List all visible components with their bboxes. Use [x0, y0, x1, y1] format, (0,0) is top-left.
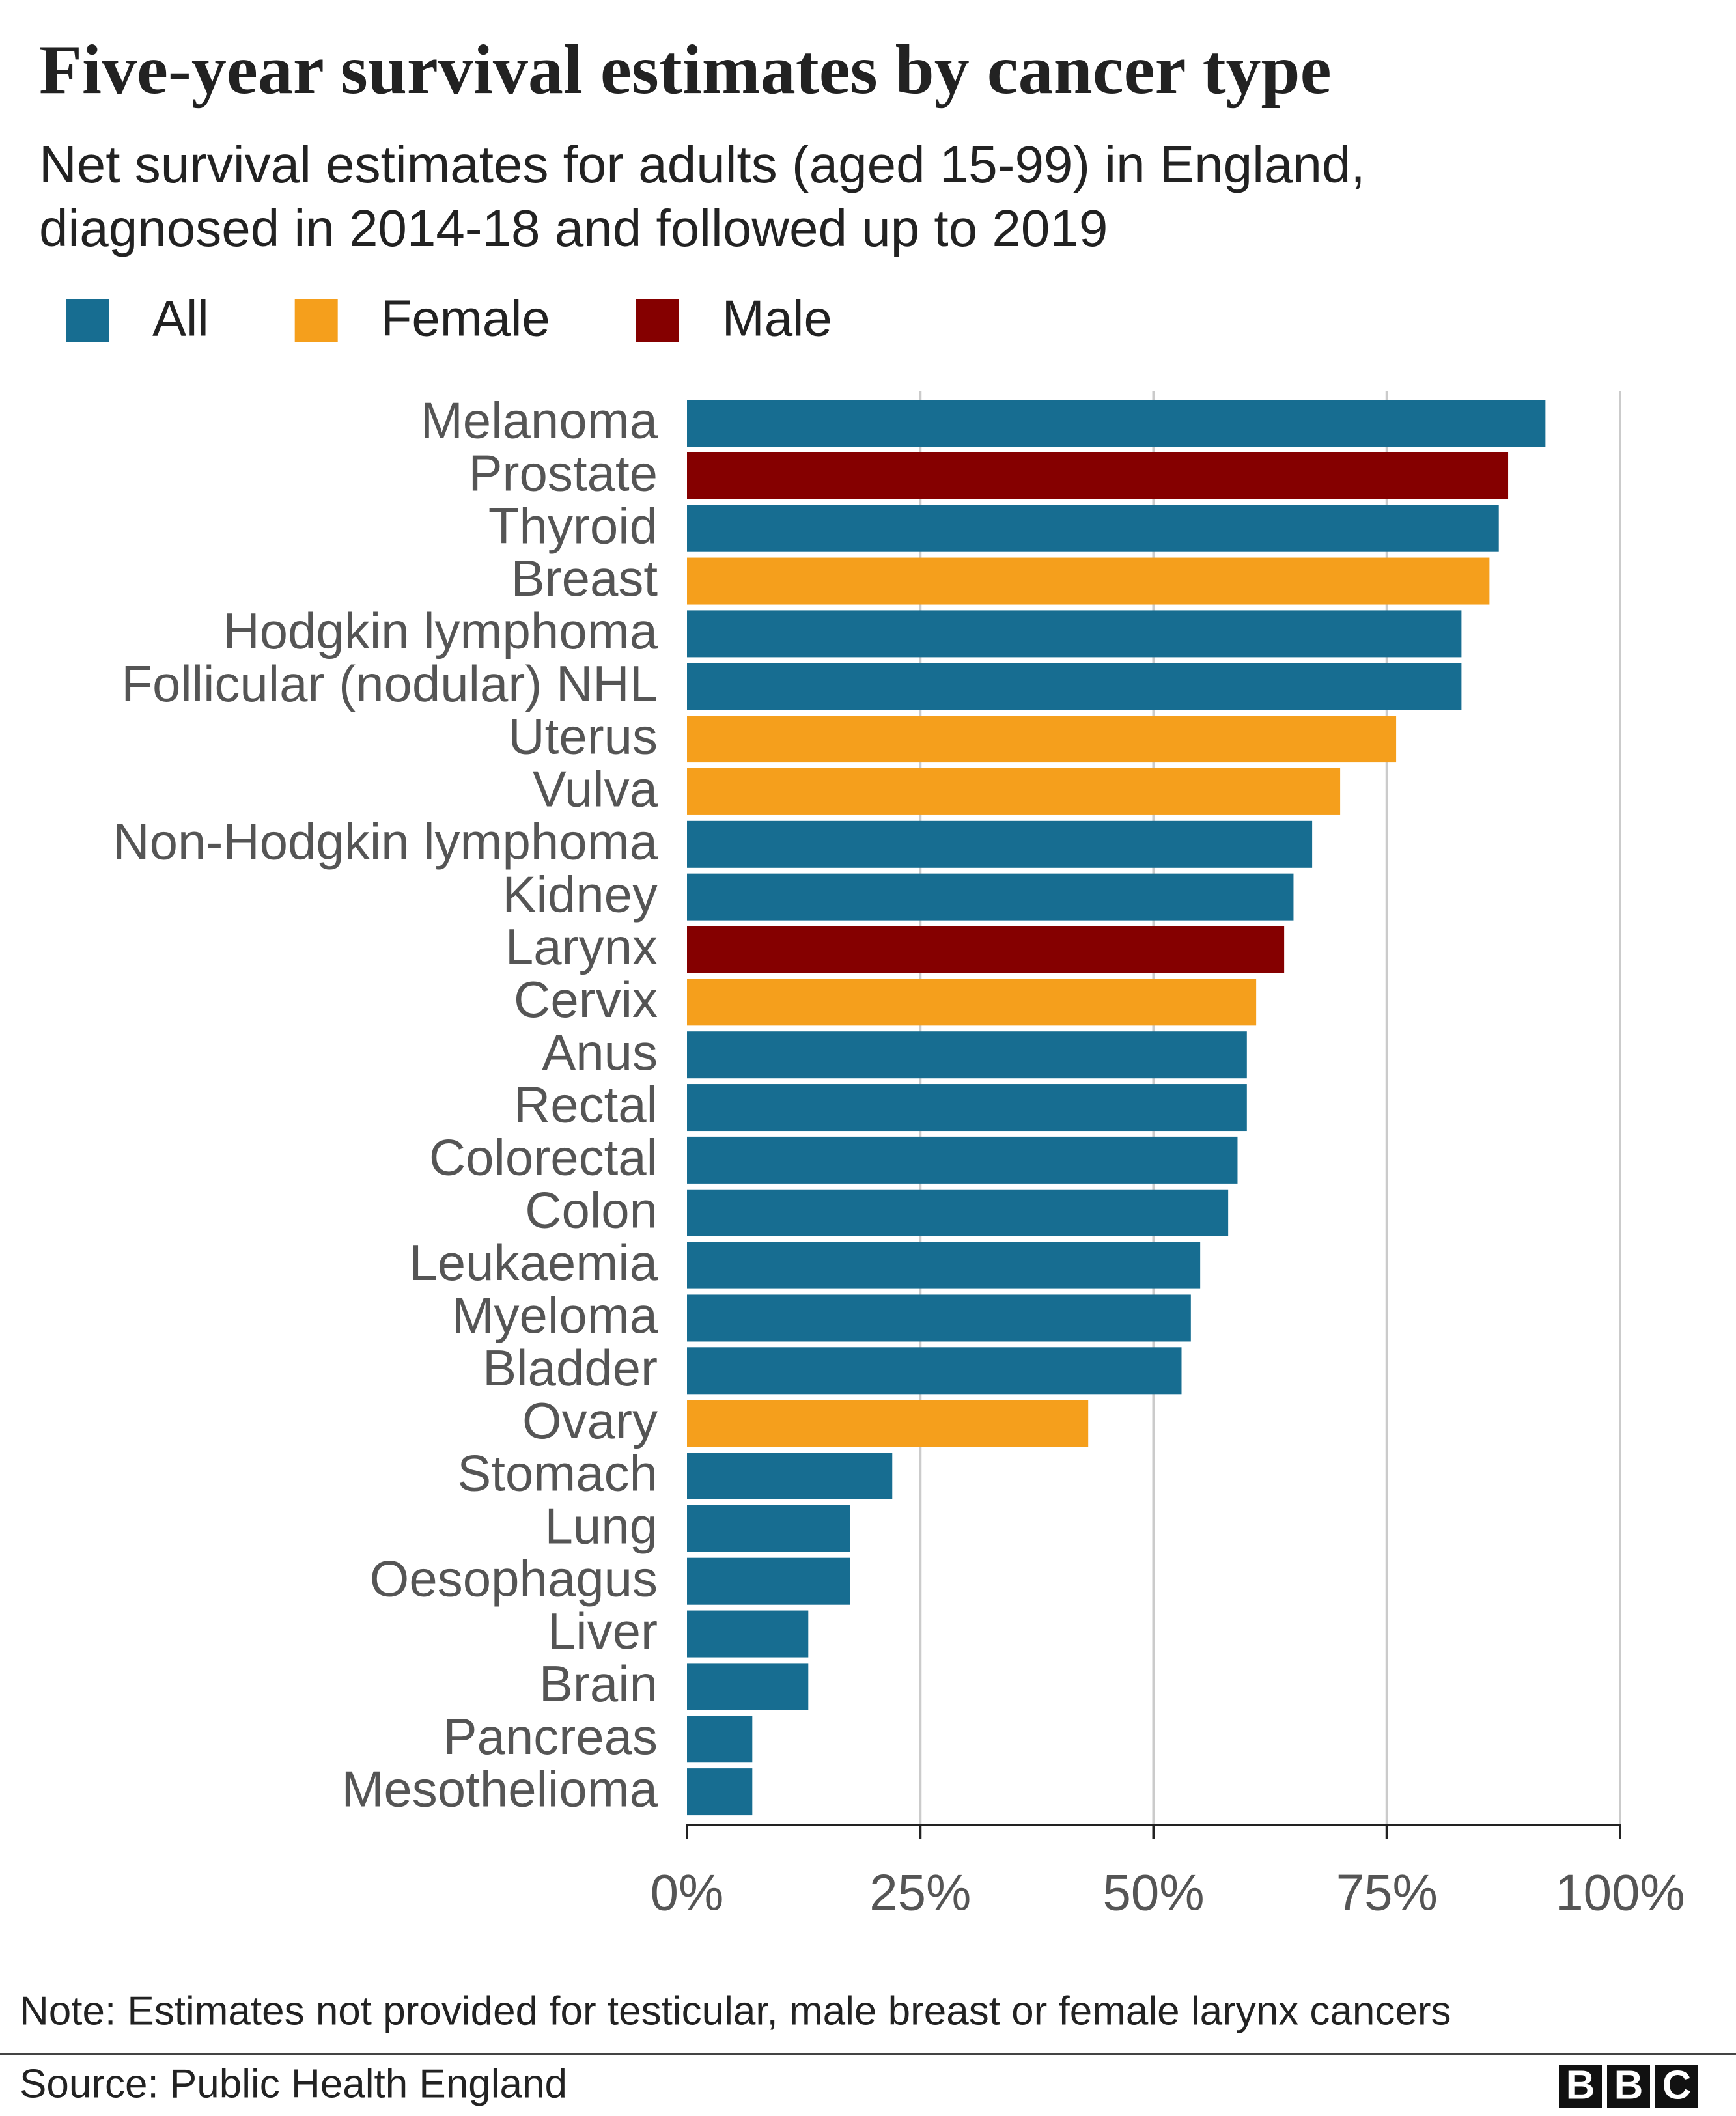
logo-box: [1607, 2065, 1650, 2108]
bar: [687, 1716, 753, 1763]
y-tick-label: Hodgkin lymphoma: [223, 602, 658, 660]
y-tick-label: Oesophagus: [370, 1550, 658, 1607]
y-tick-label: Mesothelioma: [341, 1761, 658, 1818]
bar: [687, 1768, 753, 1816]
bar: [687, 452, 1509, 499]
bar: [687, 663, 1462, 710]
bar: [687, 610, 1462, 658]
bar: [687, 716, 1397, 763]
bar: [687, 1242, 1201, 1289]
source: Source: Public Health England: [20, 2061, 567, 2106]
bar: [687, 1557, 850, 1605]
y-tick-label: Breast: [511, 550, 658, 607]
bar: [687, 505, 1499, 552]
note: Note: Estimates not provided for testicu…: [20, 1988, 1451, 2033]
logo-letter: C: [1662, 2063, 1692, 2108]
bar: [687, 1031, 1247, 1079]
x-tick-label: 50%: [1102, 1864, 1204, 1921]
y-tick-label: Leukaemia: [409, 1234, 658, 1291]
y-tick-label: Non-Hodgkin lymphoma: [113, 813, 658, 870]
y-tick-label: Bladder: [483, 1339, 658, 1397]
x-tick-label: 0%: [651, 1864, 724, 1921]
legend-swatch: [294, 299, 338, 342]
y-tick-label: Uterus: [508, 708, 658, 765]
y-tick-label: Stomach: [457, 1445, 658, 1502]
y-tick-label: Cervix: [514, 971, 658, 1028]
legend-swatch: [636, 299, 679, 342]
bar: [687, 1505, 850, 1552]
bar: [687, 873, 1294, 921]
bar: [687, 1084, 1247, 1132]
logo-box: [1655, 2065, 1698, 2108]
y-tick-label: Vulva: [533, 760, 658, 818]
y-tick-label: Rectal: [514, 1076, 658, 1134]
y-tick-label: Melanoma: [421, 392, 658, 449]
legend-label: Male: [722, 290, 832, 347]
y-tick-label: Brain: [539, 1655, 658, 1712]
chart-subtitle: diagnosed in 2014-18 and followed up to …: [39, 199, 1108, 257]
y-tick-label: Ovary: [522, 1392, 658, 1449]
bar: [687, 926, 1285, 973]
y-tick-label: Anus: [542, 1023, 658, 1081]
bar: [687, 400, 1546, 447]
legend-label: Female: [381, 290, 550, 347]
bar: [687, 820, 1313, 868]
y-tick-label: Myeloma: [452, 1287, 658, 1344]
y-tick-label: Colon: [525, 1181, 658, 1238]
chart-title: Five-year survival estimates by cancer t…: [39, 31, 1332, 109]
legend-label: All: [152, 290, 209, 347]
y-tick-label: Follicular (nodular) NHL: [121, 655, 658, 712]
bar: [687, 557, 1490, 605]
y-tick-label: Colorectal: [429, 1129, 658, 1186]
bar: [687, 1453, 893, 1499]
logo-box: [1559, 2065, 1602, 2108]
y-tick-label: Kidney: [503, 865, 658, 923]
bar: [687, 1663, 809, 1710]
bar: [687, 1610, 809, 1658]
bar: [687, 1136, 1238, 1184]
y-tick-label: Lung: [544, 1497, 658, 1554]
bar: [687, 1294, 1191, 1342]
chart-subtitle: Net survival estimates for adults (aged …: [39, 135, 1365, 193]
logo-letter: B: [1614, 2063, 1644, 2108]
y-tick-label: Larynx: [505, 918, 658, 975]
bar: [687, 1347, 1182, 1395]
x-tick-label: 25%: [869, 1864, 971, 1921]
y-tick-label: Prostate: [469, 444, 658, 501]
bar: [687, 1189, 1229, 1236]
x-tick-label: 100%: [1555, 1864, 1685, 1921]
x-tick-label: 75%: [1336, 1864, 1438, 1921]
bar: [687, 1400, 1089, 1447]
y-tick-label: Thyroid: [488, 497, 658, 554]
logo-letter: B: [1566, 2063, 1595, 2108]
legend-swatch: [66, 299, 109, 342]
bar: [687, 768, 1341, 815]
bar: [687, 979, 1257, 1026]
y-tick-label: Pancreas: [443, 1708, 658, 1765]
y-tick-label: Liver: [548, 1602, 658, 1660]
